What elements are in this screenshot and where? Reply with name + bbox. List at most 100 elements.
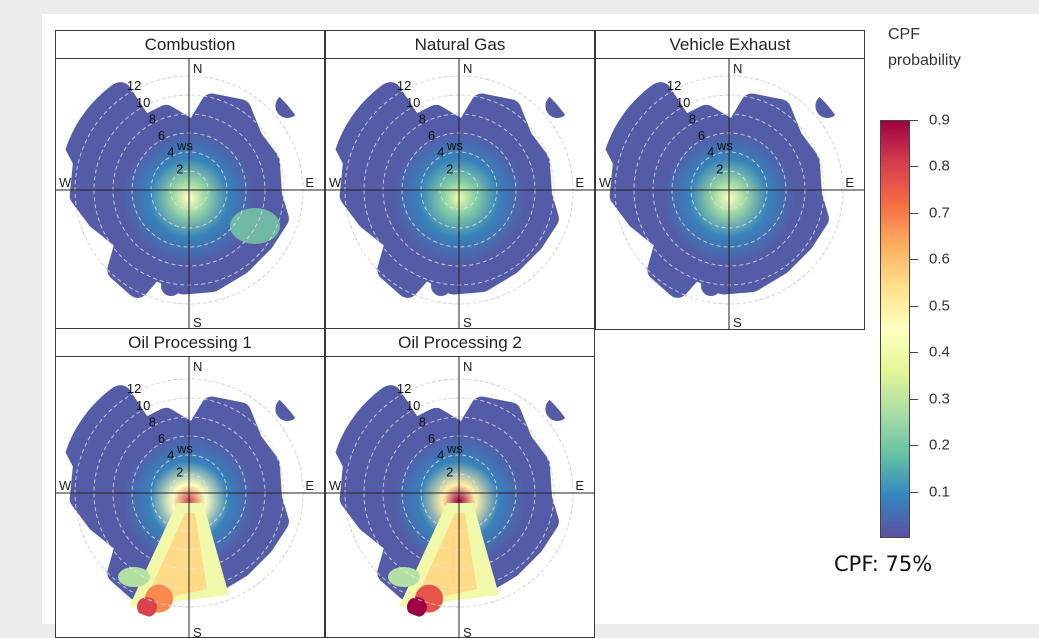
radial-unit-label: ws (446, 138, 463, 153)
panel-oil-processing-1: Oil Processing 1 N E S W 2 4 6 8 10 12 ws (55, 328, 325, 638)
colorbar-tick-mark (910, 491, 918, 493)
radial-label: 6 (158, 128, 165, 143)
cpf-plume-west-lobe (388, 567, 420, 587)
compass-label: E (305, 478, 314, 493)
observation-area (59, 70, 300, 298)
colorbar-tick-mark (910, 120, 918, 121)
panel-title: Oil Processing 1 (56, 329, 324, 357)
colorbar-tick-mark (910, 259, 918, 261)
radial-label: 4 (167, 145, 174, 160)
compass-label: S (463, 625, 472, 638)
compass-label: W (329, 175, 342, 190)
colorbar-tick-mark (910, 212, 918, 214)
radial-label: 12 (397, 381, 411, 396)
radial-label: 6 (158, 431, 165, 446)
cpf-isolated-point (275, 397, 300, 421)
colorbar-tick-label: 0.7 (929, 204, 950, 222)
radial-label: 4 (437, 448, 444, 463)
compass-label: S (193, 625, 202, 638)
colorbar-tick-label: 0.3 (929, 390, 950, 408)
compass-label: N (193, 61, 202, 76)
colorbar-tick-label: 0.2 (929, 436, 950, 454)
colorbar-tick-mark (910, 352, 918, 354)
radial-label: 8 (149, 414, 156, 429)
cpf-plume-west-lobe (118, 567, 150, 587)
radial-label: 2 (176, 161, 183, 176)
radial-unit-label: ws (446, 441, 463, 456)
colorbar-tick-mark (910, 305, 918, 307)
compass-label: E (575, 478, 584, 493)
panel-vehicle-exhaust: Vehicle Exhaust N E S W 2 4 6 8 10 12 ws (595, 30, 865, 330)
cpf-hotspot-southeast (230, 208, 280, 244)
cpf-annotation: CPF: 75% (834, 552, 933, 576)
observation-area (329, 70, 570, 298)
cpf-plume-inner (414, 513, 477, 604)
panel-title: Combustion (56, 31, 324, 59)
compass-label: W (599, 175, 612, 190)
radial-label: 8 (689, 111, 696, 126)
radial-label: 10 (136, 398, 150, 413)
radial-label: 2 (446, 161, 453, 176)
compass-label: E (845, 175, 854, 190)
radial-label: 2 (446, 464, 453, 479)
colorbar-title: CPF probability (888, 26, 961, 69)
compass-label: E (575, 175, 584, 190)
cpf-isolated-point (161, 276, 181, 296)
radial-unit-label: ws (176, 441, 193, 456)
colorbar-tick-label: 0.5 (929, 297, 950, 315)
compass-label: W (329, 478, 342, 493)
colorbar-tick-mark (910, 166, 918, 168)
radial-label: 6 (698, 128, 705, 143)
panel-natural-gas: Natural Gas N E S W 2 4 6 8 10 12 ws (325, 30, 595, 330)
radial-label: 10 (136, 95, 150, 110)
radial-label: 4 (707, 145, 714, 160)
radial-label: 12 (127, 381, 141, 396)
panel-title: Oil Processing 2 (326, 329, 594, 357)
panel-title: Natural Gas (326, 31, 594, 59)
radial-label: 10 (406, 95, 420, 110)
radial-label: 12 (127, 78, 141, 93)
cpf-plume-peak (407, 597, 427, 617)
colorbar-tick-label: 0.4 (929, 343, 950, 361)
cpf-isolated-point (815, 94, 840, 118)
radial-label: 4 (167, 448, 174, 463)
cpf-isolated-point (545, 94, 570, 118)
panel-combustion: Combustion N E S W 2 4 6 8 10 12 ws (55, 30, 325, 330)
radial-label: 2 (176, 464, 183, 479)
cpf-isolated-point (431, 276, 451, 296)
colorbar-tick-label: 0.6 (929, 250, 950, 268)
colorbar-tick-mark (910, 445, 918, 447)
radial-label: 12 (667, 78, 681, 93)
observation-area (59, 373, 300, 617)
cpf-isolated-point (701, 276, 721, 296)
compass-label: E (305, 175, 314, 190)
radial-label: 6 (428, 128, 435, 143)
radial-label: 10 (676, 95, 690, 110)
radial-label: 2 (716, 161, 723, 176)
compass-label: S (733, 315, 742, 329)
compass-label: W (59, 478, 72, 493)
radial-label: 12 (397, 78, 411, 93)
compass-label: S (193, 315, 202, 329)
panel-oil-processing-2: Oil Processing 2 N E S W 2 4 6 8 10 12 ws (325, 328, 595, 638)
radial-label: 10 (406, 398, 420, 413)
panel-title: Vehicle Exhaust (596, 31, 864, 59)
observation-area (599, 70, 840, 298)
cpf-plume-peak (137, 597, 157, 617)
colorbar (880, 120, 910, 538)
compass-label: N (463, 61, 472, 76)
compass-label: N (733, 61, 742, 76)
radial-label: 4 (437, 145, 444, 160)
cpf-isolated-point (275, 94, 300, 118)
colorbar-tick-mark (910, 398, 918, 400)
observation-area (329, 373, 570, 617)
colorbar-tick-label: 0.1 (929, 483, 950, 501)
colorbar-tick-label: 0.9 (929, 111, 950, 129)
cpf-plume-inner (144, 513, 207, 604)
radial-label: 8 (149, 111, 156, 126)
